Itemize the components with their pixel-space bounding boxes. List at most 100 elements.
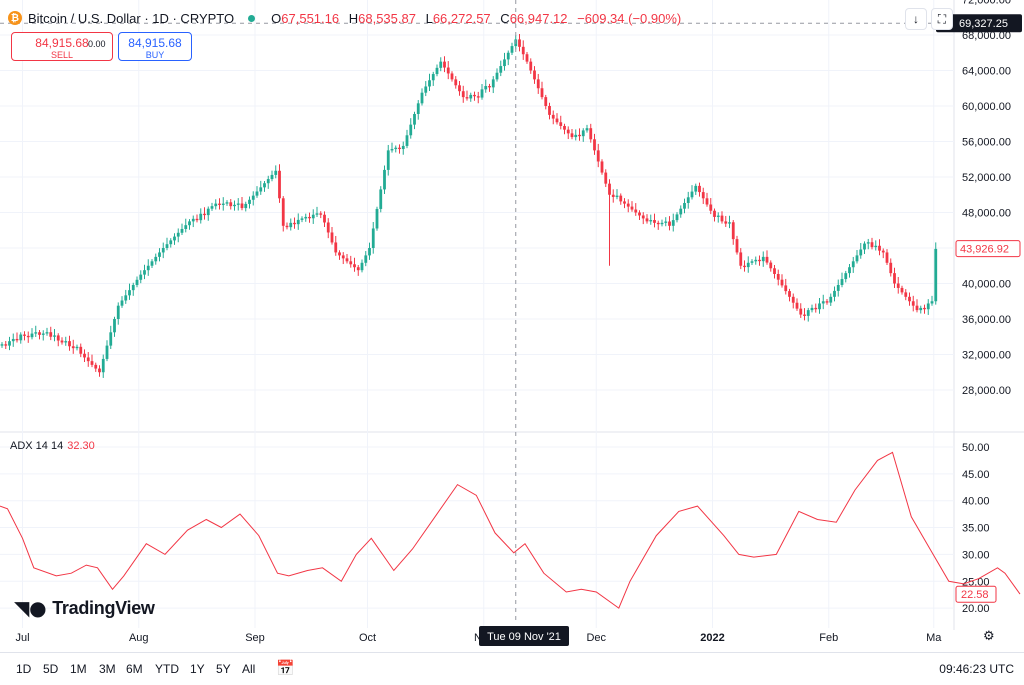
candle-body (71, 346, 75, 349)
candle-body (548, 106, 551, 115)
candle-body (454, 79, 458, 86)
candle-body (308, 216, 311, 219)
candle-body (926, 303, 930, 310)
candle-body (836, 284, 840, 291)
candle-body (394, 147, 398, 150)
candle-body (510, 46, 514, 53)
candle-body (56, 335, 60, 341)
candle-body (98, 368, 101, 373)
close-value: 66,947.12 (509, 10, 568, 26)
buy-button[interactable]: 84,915.68 BUY (118, 32, 192, 61)
candle-body (563, 125, 566, 130)
range-5y[interactable]: 5Y (216, 662, 231, 676)
range-6m[interactable]: 6M (126, 662, 143, 676)
candle-body (698, 185, 701, 193)
candle-body (754, 259, 758, 262)
range-3m[interactable]: 3M (99, 662, 116, 676)
range-1m[interactable]: 1M (70, 662, 87, 676)
candle-body (266, 179, 270, 184)
tradingview-logo-icon: ◥● (14, 596, 47, 620)
candle-body (480, 89, 484, 98)
candle-body (559, 122, 563, 126)
range-1d[interactable]: 1D (16, 662, 32, 676)
tradingview-logo-text: TradingView (52, 597, 155, 618)
candle-body (638, 212, 641, 216)
candle-body (49, 332, 53, 337)
tradingview-logo[interactable]: ◥● TradingView (14, 596, 155, 620)
date-range-calendar-icon[interactable]: 📅 (276, 659, 295, 677)
candle-body (199, 213, 203, 221)
candle-body (623, 201, 626, 204)
candle-body (570, 133, 574, 138)
low-label: L (425, 10, 433, 26)
candle-body (769, 262, 773, 269)
candle-body (338, 252, 341, 256)
candle-body (326, 222, 330, 233)
range-5d[interactable]: 5D (43, 662, 59, 676)
settings-gear-icon[interactable]: ⚙ (983, 629, 995, 644)
candle-body (11, 338, 15, 342)
candle-body (630, 206, 634, 210)
range-ytd[interactable]: YTD (155, 662, 179, 676)
time-tick-label: Sep (245, 632, 265, 644)
candle-body (668, 221, 671, 226)
time-tick-label: 2022 (700, 632, 724, 644)
symbol-title[interactable]: Bitcoin / U.S. Dollar · 1D · CRYPTO (28, 10, 235, 26)
candle-body (161, 248, 165, 253)
candle-body (761, 256, 765, 262)
fullscreen-icon[interactable]: ⛶ (931, 8, 953, 30)
candle-body (169, 240, 173, 245)
candle-body (885, 252, 889, 263)
candle-body (124, 295, 128, 301)
candle-body (716, 215, 720, 217)
arrow-down-icon[interactable]: ↓ (905, 8, 927, 30)
range-all[interactable]: All (242, 662, 256, 676)
candle-body (53, 335, 56, 337)
adx-line (0, 451, 1021, 609)
candle-body (191, 218, 195, 222)
utc-clock[interactable]: 09:46:23 UTC (939, 662, 1014, 676)
candle-body (240, 203, 244, 209)
candle-body (806, 310, 810, 316)
range-1y[interactable]: 1Y (190, 662, 205, 676)
price-chart[interactable]: 72,000.00 68,000.00 64,000.00 60,000.00 56,0… (0, 0, 1024, 652)
sell-button[interactable]: 84,915.68 SELL (11, 32, 113, 61)
candle-body (465, 97, 469, 99)
candle-body (923, 307, 926, 310)
candle-body (431, 74, 435, 81)
candle-body (304, 216, 308, 219)
candle-body (626, 203, 630, 207)
candle-body (109, 332, 113, 346)
candle-body (270, 174, 274, 180)
candle-body (743, 265, 746, 268)
price-tick-label: 32,000.00 (962, 350, 1011, 362)
candle-body (791, 296, 795, 303)
candle-body (439, 61, 443, 68)
candle-body (446, 67, 450, 74)
sell-label: SELL (50, 50, 74, 60)
candle-body (259, 187, 263, 192)
candle-body (855, 255, 859, 262)
adx-tick-label: 20.00 (962, 603, 990, 615)
time-tick-label: Ma (926, 632, 942, 644)
time-tick-label: Aug (129, 632, 149, 644)
candle-body (758, 259, 761, 262)
candle-body (229, 202, 233, 207)
candle-body (840, 279, 844, 285)
candle-body (863, 243, 866, 250)
candle-body (173, 236, 176, 241)
candle-body (904, 292, 908, 297)
candle-body (398, 147, 401, 150)
last-price-box (955, 240, 1021, 258)
candle-body (278, 170, 281, 199)
candle-body (469, 94, 473, 99)
candle-body (443, 61, 446, 68)
candle-body (566, 129, 570, 134)
price-tick-label: 68,000.00 (962, 30, 1011, 42)
adx-tick-label: 30.00 (962, 549, 990, 561)
candle-body (83, 353, 86, 358)
adx-legend[interactable]: ADX 14 14 32.30 (10, 440, 95, 452)
candle-body (679, 208, 683, 215)
candle-body (315, 213, 319, 215)
buy-price: 84,915.68 (128, 36, 182, 50)
